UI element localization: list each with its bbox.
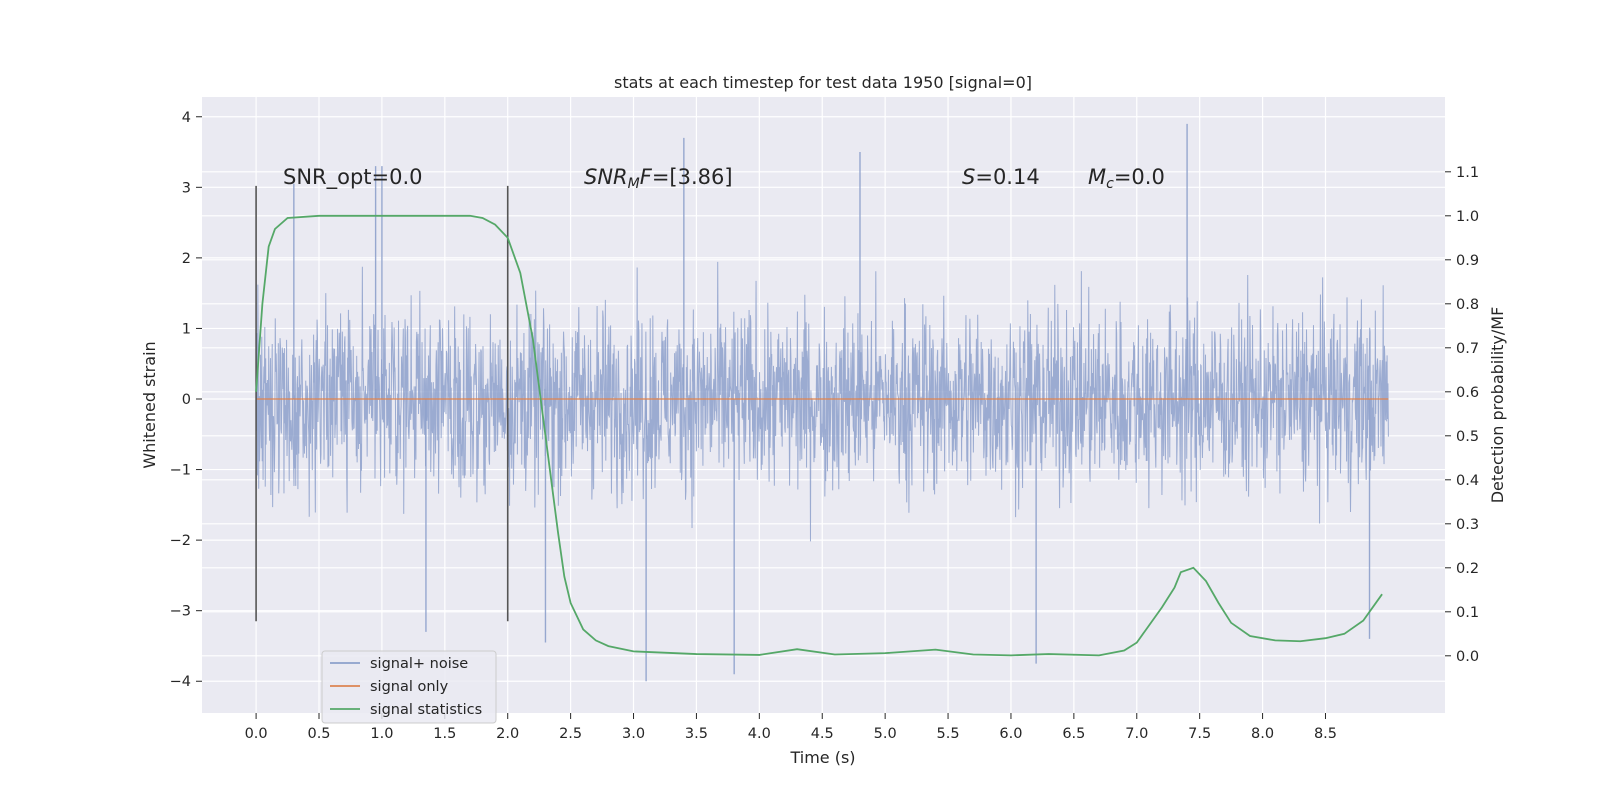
annotation-snr-opt: SNR_opt=0.0 [283, 165, 423, 190]
annotation-s: S=0.14 [962, 165, 1040, 189]
annotation-snr-mf-value: =[3.86] [652, 165, 733, 189]
x-tick-label: 6.0 [999, 726, 1022, 742]
annotation-mc-symbol: M [1088, 165, 1106, 189]
x-tick-label: 4.0 [748, 726, 771, 742]
y-right-tick-label: 0.6 [1456, 385, 1479, 401]
annotation-mc: Mc=0.0 [1088, 165, 1165, 192]
x-tick-label: 2.5 [559, 726, 582, 742]
legend: signal+ noise signal only signal statist… [321, 650, 497, 724]
x-tick-label: 0.5 [307, 726, 330, 742]
x-tick-label: 8.5 [1314, 726, 1337, 742]
y-tick-label: 2 [182, 251, 191, 267]
x-tick-label: 6.5 [1062, 726, 1085, 742]
y-right-tick-label: 0.0 [1456, 649, 1479, 665]
legend-box [321, 650, 497, 724]
y-tick-label: −3 [170, 604, 191, 620]
y-right-tick-label: 0.2 [1456, 561, 1479, 577]
y-right-tick-label: 0.7 [1456, 341, 1479, 357]
legend-label-signal-statistics: signal statistics [370, 702, 482, 718]
y-right-tick-label: 0.3 [1456, 517, 1479, 533]
x-tick-label: 0.0 [245, 726, 268, 742]
annotation-mc-value: =0.0 [1114, 165, 1165, 189]
y-tick-label: −4 [170, 674, 191, 690]
annotation-s-symbol: S [962, 165, 975, 189]
y-right-tick-label: 1.1 [1456, 165, 1479, 181]
x-tick-label: 7.0 [1125, 726, 1148, 742]
y-tick-label: 1 [182, 321, 191, 337]
y-right-tick-label: 0.8 [1456, 297, 1479, 313]
annotation-s-value: =0.14 [975, 165, 1039, 189]
y-right-tick-label: 0.5 [1456, 429, 1479, 445]
y-tick-label: 3 [182, 180, 191, 196]
y-right-tick-label: 0.4 [1456, 473, 1479, 489]
x-tick-label: 5.5 [937, 726, 960, 742]
y-tick-label: −1 [170, 463, 191, 479]
x-tick-label: 1.0 [370, 726, 393, 742]
x-tick-label: 5.0 [874, 726, 897, 742]
y-right-tick-label: 1.0 [1456, 209, 1479, 225]
legend-label-signal-only: signal only [370, 679, 449, 695]
legend-label-signal-noise: signal+ noise [370, 656, 468, 672]
x-tick-label: 1.5 [433, 726, 456, 742]
series-layer [255, 123, 1389, 682]
y-right-tick-label: 0.9 [1456, 253, 1479, 269]
annotation-snr-mf: SNRMF=[3.86] [584, 165, 733, 192]
y-axis-label: Whitened strain [140, 341, 159, 468]
series-signal-statistics [255, 214, 1383, 657]
x-tick-label: 7.5 [1188, 726, 1211, 742]
annotation-mc-sub: c [1106, 176, 1114, 192]
x-tick-label: 3.0 [622, 726, 645, 742]
y-tick-label: 0 [182, 392, 191, 408]
chart-title: stats at each timestep for test data 195… [614, 73, 1032, 92]
y-right-tick-label: 0.1 [1456, 605, 1479, 621]
x-tick-label: 4.5 [811, 726, 834, 742]
series-signal-noise [255, 261, 1389, 542]
y-tick-label: −2 [170, 533, 191, 549]
x-tick-label: 3.5 [685, 726, 708, 742]
x-tick-label: 2.0 [496, 726, 519, 742]
tick-layer: 0.0 0.5 1.0 1.5 2.0 2.5 3.0 3.5 4.0 4.5 5.0 5.5 6.0 6… [170, 110, 1479, 742]
x-tick-label: 8.0 [1251, 726, 1274, 742]
y-tick-label: 4 [182, 110, 191, 126]
annotation-snr-mf-symbol: SNR [584, 165, 628, 189]
y-right-axis-label: Detection probability/MF [1488, 307, 1507, 504]
annotation-snr-mf-suffix: F [640, 165, 653, 189]
annotation-snr-mf-sub: M [628, 176, 640, 192]
x-axis-label: Time (s) [789, 748, 855, 767]
